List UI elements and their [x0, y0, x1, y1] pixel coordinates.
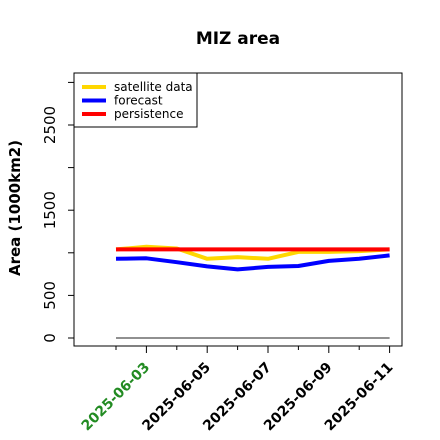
y-tick-label: 1500: [41, 191, 59, 229]
x-axis: 2025-06-032025-06-052025-06-072025-06-09…: [79, 346, 396, 434]
y-axis: 0 500 1500 2500: [41, 81, 74, 343]
y-tick-label: 0: [41, 333, 59, 343]
series-layer: [115, 244, 390, 339]
legend-label: satellite data: [114, 80, 193, 94]
legend-label: persistence: [114, 107, 183, 121]
series-line-forecast: [115, 253, 390, 272]
y-tick-label: 500: [41, 281, 59, 310]
y-tick-label: 2500: [41, 106, 59, 144]
chart-title: MIZ area: [196, 29, 280, 49]
legend-label: forecast: [114, 94, 163, 108]
y-axis-label: Area (1000km2): [6, 140, 24, 276]
